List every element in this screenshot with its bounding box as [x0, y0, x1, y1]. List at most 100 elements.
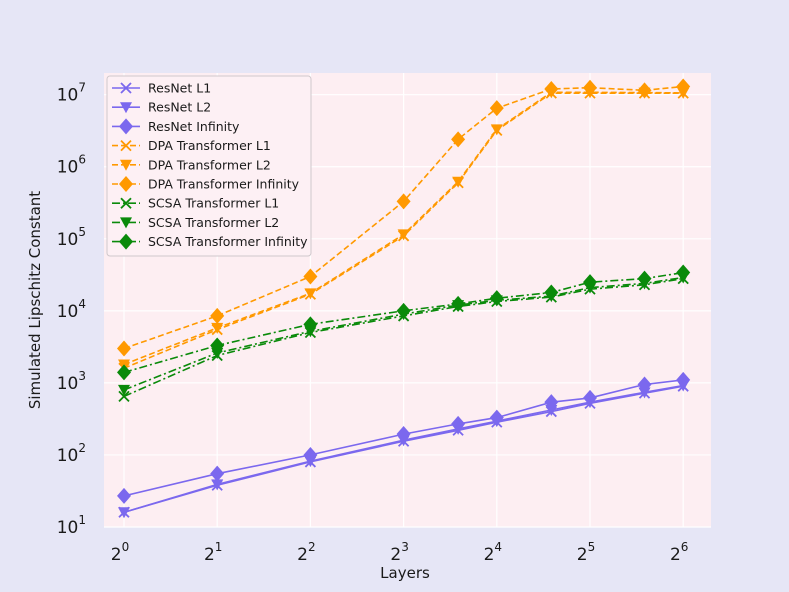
diamond-marker: [489, 409, 504, 426]
diamond-marker: [637, 270, 652, 287]
y-tick-base: 10: [57, 230, 79, 250]
diamond-marker: [637, 82, 652, 99]
legend-label: ResNet L2: [148, 100, 211, 115]
series-line: [123, 379, 684, 497]
y-tick-label: 103: [57, 369, 86, 394]
y-tick-label: 104: [57, 297, 86, 322]
diamond-marker: [210, 307, 225, 324]
diamond-marker: [119, 118, 133, 135]
legend-item: DPA Transformer L1: [112, 138, 271, 153]
legend-label: SCSA Transformer L1: [148, 196, 279, 211]
diamond-marker: [396, 302, 411, 319]
diamond-marker: [451, 415, 466, 432]
legend-label: DPA Transformer L1: [148, 138, 271, 153]
legend-item: SCSA Transformer Infinity: [112, 233, 308, 250]
legend-label: SCSA Transformer L2: [148, 215, 279, 230]
x-marker: [118, 390, 130, 403]
triangle-marker: [118, 507, 130, 519]
x-tick-label: 21: [204, 540, 222, 565]
diamond-marker: [396, 193, 411, 210]
legend-item: DPA Transformer Infinity: [112, 176, 300, 192]
y-tick-exponent: 1: [78, 513, 86, 527]
diamond-marker: [117, 364, 131, 381]
legend: ResNet L1 ResNet L2 ResNet Infinity DPA Tra…: [106, 75, 312, 257]
triangle-marker: [490, 124, 503, 136]
diamond-marker: [303, 446, 318, 463]
x-marker: [120, 197, 132, 209]
x-tick-label: 23: [390, 540, 408, 565]
series-group: [117, 264, 691, 381]
series-group: [117, 371, 691, 504]
triangle-marker: [211, 322, 224, 334]
diamond-marker: [119, 233, 133, 250]
x-tick-base: 2: [111, 545, 122, 565]
x-tick-label: 22: [297, 540, 315, 565]
x-tick-base: 2: [577, 545, 588, 565]
diamond-marker: [396, 426, 411, 443]
triangle-marker: [120, 217, 132, 229]
diamond-marker: [583, 389, 597, 406]
y-tick-label: 102: [57, 441, 86, 466]
diamond-marker: [489, 290, 504, 307]
legend-label: ResNet L1: [148, 81, 211, 96]
diamond-marker: [676, 264, 691, 281]
triangle-marker: [211, 479, 224, 491]
y-tick-label: 106: [57, 153, 86, 178]
series-line: [123, 276, 684, 391]
diamond-marker: [303, 268, 318, 285]
diamond-marker: [676, 371, 691, 388]
triangle-marker: [120, 159, 132, 171]
series-group: [117, 78, 691, 357]
y-tick-exponent: 6: [78, 153, 86, 167]
legend-item: ResNet Infinity: [112, 118, 240, 135]
series-line: [123, 271, 684, 374]
x-tick-label: 24: [484, 540, 502, 565]
y-tick-base: 10: [57, 446, 79, 466]
x-marker: [120, 82, 132, 94]
diamond-marker: [119, 176, 133, 192]
legend-label: DPA Transformer L2: [148, 157, 271, 172]
y-tick-base: 10: [57, 518, 79, 538]
y-tick-label: 105: [57, 225, 86, 250]
y-tick-base: 10: [57, 302, 79, 322]
diamond-marker: [210, 337, 225, 354]
x-tick-exponent: 6: [681, 540, 689, 554]
x-tick-base: 2: [390, 545, 401, 565]
x-tick-exponent: 5: [588, 540, 596, 554]
x-tick-label: 20: [111, 540, 129, 565]
series-line: [123, 85, 684, 350]
triangle-marker: [452, 176, 465, 188]
x-tick-label: 25: [577, 540, 595, 565]
triangle-marker: [545, 405, 558, 417]
triangle-marker: [120, 102, 132, 114]
triangle-marker: [397, 229, 410, 241]
diamond-marker: [583, 274, 597, 291]
y-tick-label: 107: [57, 81, 86, 106]
diamond-marker: [451, 131, 466, 148]
x-tick-base: 2: [204, 545, 215, 565]
series-layer: [117, 78, 691, 519]
y-axis-label: Simulated Lipschitz Constant: [26, 191, 44, 409]
x-axis-label: Layers: [380, 564, 430, 582]
y-tick-label: 101: [57, 513, 86, 538]
diamond-marker: [676, 78, 691, 95]
y-tick-exponent: 4: [78, 297, 86, 311]
legend-item: DPA Transformer L2: [112, 157, 271, 172]
legend-item: SCSA Transformer L2: [112, 215, 279, 230]
series-line: [123, 277, 684, 398]
diamond-marker: [117, 487, 131, 504]
legend-label: SCSA Transformer Infinity: [148, 234, 308, 249]
series-line: [123, 384, 684, 514]
diamond-marker: [303, 316, 318, 333]
x-tick-base: 2: [297, 545, 308, 565]
x-tick-base: 2: [484, 545, 495, 565]
y-tick-exponent: 5: [78, 225, 86, 239]
y-tick-base: 10: [57, 86, 79, 106]
legend-item: ResNet L2: [112, 100, 211, 115]
diamond-marker: [210, 465, 225, 482]
diamond-marker: [544, 80, 559, 97]
x-tick-base: 2: [670, 545, 681, 565]
legend-item: ResNet L1: [112, 81, 211, 96]
y-tick-exponent: 3: [78, 369, 86, 383]
